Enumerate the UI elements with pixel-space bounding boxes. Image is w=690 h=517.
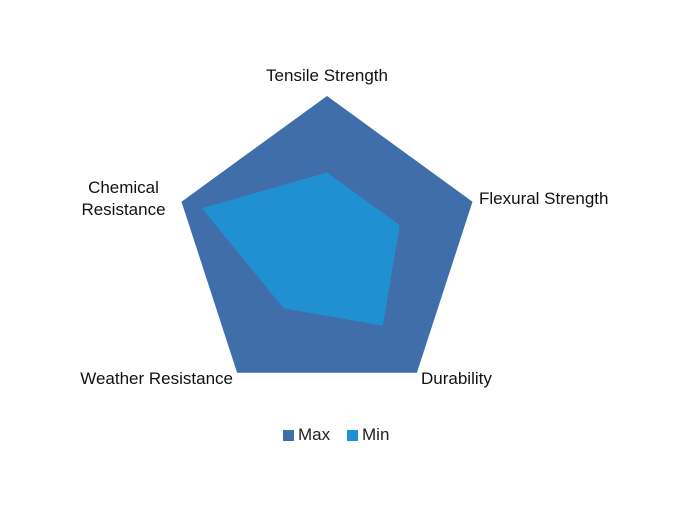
legend-swatch	[347, 429, 358, 441]
legend-label: Min	[362, 425, 390, 444]
radar-area	[201, 172, 400, 326]
category-label: Chemical Resistance	[81, 178, 166, 219]
legend-swatch	[283, 429, 294, 441]
category-label: Flexural Strength	[479, 189, 609, 208]
legend-label: Max	[298, 425, 331, 444]
legend-item: Max	[283, 425, 330, 445]
category-label: Weather Resistance	[80, 369, 233, 388]
category-label: Tensile Strength	[266, 66, 388, 85]
category-label: Durability	[421, 369, 492, 388]
legend-item: Min	[347, 425, 389, 445]
